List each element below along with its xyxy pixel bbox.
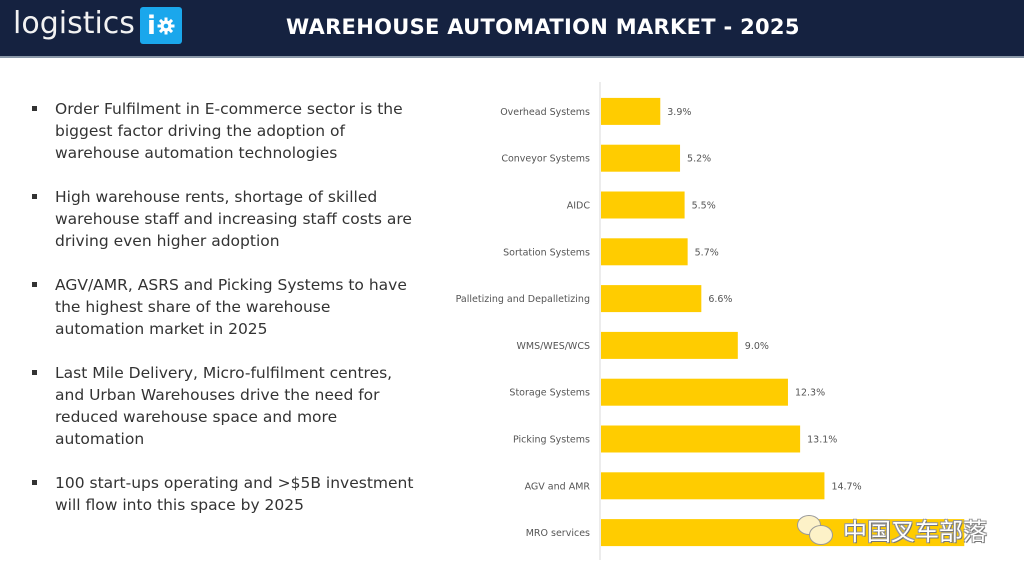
- bullet-text: Order Fulfilment in E-commerce sector is…: [55, 100, 403, 162]
- bullet-list: Order Fulfilment in E-commerce sector is…: [32, 98, 422, 538]
- bullet-text: Last Mile Delivery, Micro-fulfilment cen…: [55, 364, 393, 448]
- category-label: Overhead Systems: [500, 107, 590, 118]
- bar: [601, 285, 702, 313]
- bar: [601, 331, 738, 359]
- data-label: 5.5%: [692, 201, 716, 212]
- data-label: 3.9%: [667, 107, 691, 118]
- bar-chart-svg: Overhead Systems 3.9% Conveyor Systems 5.2%…: [456, 82, 965, 560]
- bar: [601, 144, 681, 172]
- data-label: 5.7%: [695, 247, 719, 258]
- bullet-item: Last Mile Delivery, Micro-fulfilment cen…: [32, 362, 422, 450]
- bullet-text: High warehouse rents, shortage of skille…: [55, 188, 412, 250]
- category-label: Storage Systems: [509, 388, 590, 399]
- bullet-marker: [32, 282, 37, 287]
- logo-badge: i: [140, 7, 182, 44]
- page-title: WAREHOUSE AUTOMATION MARKET - 2025: [286, 15, 800, 39]
- category-label: Conveyor Systems: [501, 154, 590, 165]
- bullet-marker: [32, 480, 37, 485]
- bullet-item: AGV/AMR, ASRS and Picking Systems to hav…: [32, 274, 422, 340]
- bullet-marker: [32, 194, 37, 199]
- category-label: AGV and AMR: [525, 481, 591, 492]
- category-label: Palletizing and Depalletizing: [456, 294, 590, 305]
- bullet-marker: [32, 370, 37, 375]
- watermark: 中国叉车部落: [795, 512, 987, 547]
- header-bar: logistics i WAREHOUSE AUTOMATION MARKET …: [0, 0, 1024, 58]
- data-label: 9.0%: [745, 341, 769, 352]
- bullet-item: 100 start-ups operating and >$5B investm…: [32, 472, 422, 516]
- data-label: 13.1%: [807, 435, 837, 446]
- data-label: 5.2%: [687, 154, 711, 165]
- data-label: 6.6%: [708, 294, 732, 305]
- bar: [601, 519, 965, 547]
- category-label: AIDC: [567, 201, 591, 212]
- watermark-text: 中国叉车部落: [843, 518, 987, 546]
- data-label: 14.7%: [831, 481, 861, 492]
- bullet-marker: [32, 106, 37, 111]
- bar: [601, 425, 801, 453]
- category-label: MRO services: [526, 528, 590, 539]
- category-label: Sortation Systems: [503, 247, 590, 258]
- data-label: 12.3%: [795, 388, 825, 399]
- bullet-item: High warehouse rents, shortage of skille…: [32, 186, 422, 252]
- logo-text: logistics: [13, 6, 135, 41]
- bar: [601, 97, 661, 125]
- bar: [601, 472, 825, 500]
- logo-badge-letter: i: [147, 10, 156, 41]
- bullet-text: 100 start-ups operating and >$5B investm…: [55, 474, 414, 514]
- bar-chart: Overhead Systems 3.9% Conveyor Systems 5.2%…: [440, 80, 1020, 560]
- bar: [601, 238, 688, 266]
- bar: [601, 191, 685, 219]
- category-label: WMS/WES/WCS: [516, 341, 590, 352]
- bullet-text: AGV/AMR, ASRS and Picking Systems to hav…: [55, 276, 407, 338]
- wechat-icon: [795, 513, 835, 547]
- gear-icon: [157, 17, 175, 34]
- bullet-item: Order Fulfilment in E-commerce sector is…: [32, 98, 422, 164]
- category-label: Picking Systems: [513, 435, 590, 446]
- bar: [601, 378, 788, 406]
